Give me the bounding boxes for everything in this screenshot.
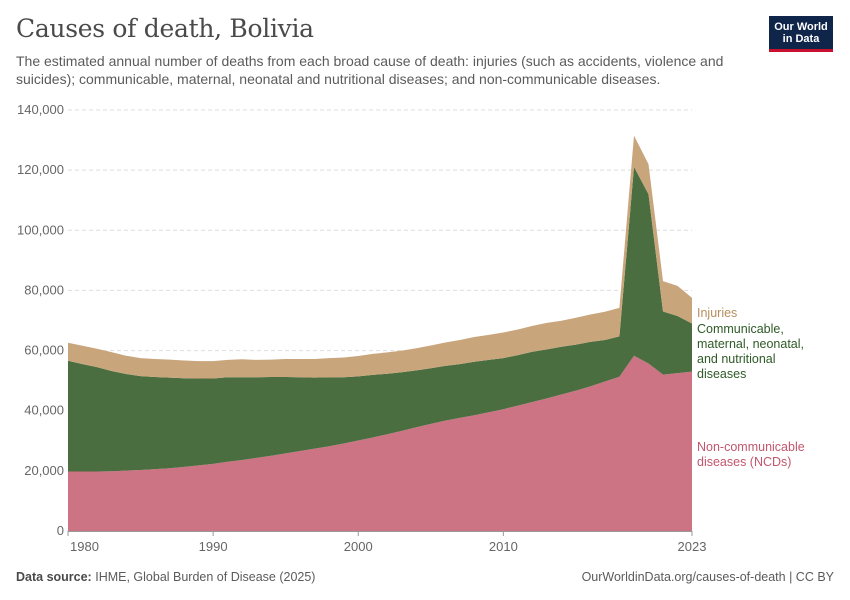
y-tick-label: 120,000 — [17, 162, 64, 177]
label-communicable: Communicable, maternal, neonatal, and nutr… — [697, 322, 804, 381]
label-injuries: Injuries — [697, 306, 737, 320]
source-url[interactable]: OurWorldinData.org/causes-of-death | CC … — [581, 570, 834, 584]
y-tick-label: 20,000 — [24, 463, 64, 478]
chart-subtitle: The estimated annual number of deaths fr… — [16, 53, 724, 87]
logo-line-2: in Data — [782, 33, 820, 45]
chart-title: Causes of death, Bolivia — [16, 14, 314, 43]
x-tick-label: 2010 — [489, 539, 518, 554]
x-tick-label: 1990 — [199, 539, 228, 554]
logo-line-1: Our World — [774, 21, 828, 33]
label-ncd: Non-communicable diseases (NCDs) — [697, 440, 805, 469]
y-tick-label: 60,000 — [24, 343, 64, 358]
area-communicable — [68, 166, 692, 472]
y-tick-label: 0 — [57, 523, 64, 538]
data-source-text[interactable]: IHME, Global Burden of Disease (2025) — [95, 570, 316, 584]
y-tick-label: 80,000 — [24, 282, 64, 297]
owid-logo[interactable]: Our World in Data — [769, 16, 833, 52]
x-tick-label: 1980 — [70, 539, 99, 554]
y-tick-label: 140,000 — [17, 102, 64, 117]
area-ncd — [68, 355, 692, 531]
x-tick-label: 2023 — [678, 539, 707, 554]
data-source: Data source: IHME, Global Burden of Dise… — [16, 570, 315, 584]
y-tick-label: 40,000 — [24, 403, 64, 418]
x-tick-label: 2000 — [344, 539, 373, 554]
y-tick-label: 100,000 — [17, 222, 64, 237]
data-source-label: Data source: — [16, 570, 92, 584]
